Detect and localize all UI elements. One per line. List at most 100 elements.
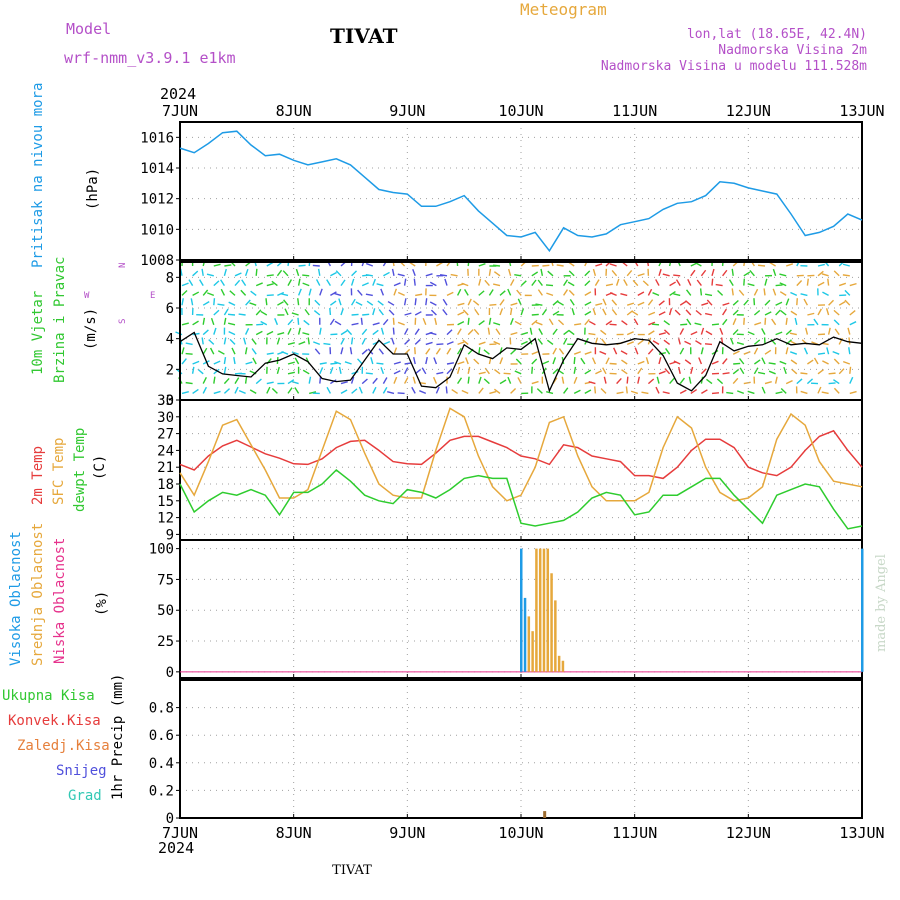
- wind-barb: [483, 378, 490, 385]
- wind-barb: [340, 308, 344, 316]
- cloud-mid-bar: [554, 600, 557, 672]
- wind-barb: [647, 348, 654, 355]
- wind-barb: [295, 268, 300, 277]
- wind-barb: [387, 391, 395, 395]
- wind-barb: [185, 381, 193, 385]
- wind-barb: [552, 310, 560, 316]
- wind-barb: [772, 288, 777, 296]
- wind-barb: [355, 301, 363, 306]
- precip-frame: [179, 679, 863, 819]
- wind-barb: [223, 356, 227, 365]
- wind-barb: [382, 386, 388, 394]
- wind-barb: [749, 269, 755, 277]
- wind-barb: [833, 319, 840, 326]
- wind-barb: [507, 376, 512, 384]
- wind-barb: [361, 328, 368, 336]
- wind-barb: [600, 329, 607, 336]
- wind-barb: [309, 391, 317, 395]
- wind-barb: [637, 360, 645, 365]
- wind-barb: [329, 300, 337, 306]
- wind-barb: [584, 310, 592, 316]
- wind-barb: [274, 318, 279, 326]
- wind-barb: [213, 390, 221, 395]
- wind-barb: [592, 268, 597, 276]
- wind-barb: [547, 270, 554, 277]
- wind-barb: [413, 278, 416, 286]
- wind-barb: [825, 308, 830, 316]
- wind-barb: [266, 352, 274, 355]
- wind-barb: [584, 291, 592, 297]
- wind-barb: [664, 368, 671, 375]
- wind-barb: [705, 330, 713, 336]
- wind-barb: [656, 376, 660, 384]
- wind-barb: [658, 311, 666, 316]
- cloud-high-bar: [520, 548, 523, 672]
- wind-barb: [250, 290, 257, 296]
- pressure-line: [179, 130, 863, 253]
- temperature-ytick-label: 30: [157, 410, 174, 426]
- wind-barb: [568, 329, 575, 336]
- cloud-mid-bar: [561, 660, 565, 672]
- wind-barb: [637, 291, 645, 297]
- wind-barb: [791, 368, 798, 375]
- wind-barb: [425, 357, 428, 365]
- wind-barb: [514, 273, 522, 277]
- wind-barb: [805, 327, 809, 335]
- wind-barb: [828, 382, 836, 385]
- wind-barb: [625, 386, 628, 394]
- wind-barb: [679, 347, 685, 355]
- wind-barb: [478, 320, 485, 326]
- wind-barb: [435, 386, 440, 394]
- wind-barb: [192, 270, 199, 277]
- wind-barb: [404, 312, 412, 316]
- wind-barb: [433, 357, 438, 365]
- wind-barb: [658, 268, 662, 277]
- wind-barb: [561, 376, 565, 384]
- wind-barb: [351, 322, 359, 326]
- wind-barb: [213, 298, 216, 306]
- wind-barb: [429, 281, 437, 287]
- wind-barb: [192, 332, 200, 336]
- wind-barb: [217, 303, 225, 306]
- wind-barb: [252, 357, 257, 365]
- wind-barb: [817, 281, 825, 287]
- wind-barb: [251, 338, 257, 345]
- wind-barb: [715, 283, 723, 287]
- wind-barb: [344, 361, 352, 365]
- wind-barb: [641, 391, 649, 395]
- wind-barb: [573, 351, 581, 355]
- wind-barb: [340, 389, 348, 395]
- wind-barb: [287, 327, 292, 335]
- wind-barb: [415, 293, 423, 297]
- wind-barb: [573, 376, 578, 384]
- compass-w: W: [84, 291, 90, 301]
- wind-barb: [277, 291, 285, 297]
- wind-barb: [478, 341, 486, 346]
- wind-barb: [307, 337, 310, 345]
- wind-barb: [732, 299, 739, 306]
- wind-barb: [753, 309, 761, 316]
- wind-barb: [488, 268, 492, 276]
- wind-barb: [821, 391, 829, 395]
- wind-barb: [213, 309, 220, 316]
- wind-barb: [796, 280, 803, 287]
- wind-barb: [210, 317, 215, 326]
- wind-barb: [282, 270, 289, 277]
- wind-barb: [722, 302, 730, 306]
- wind-barb: [233, 356, 236, 365]
- wind-barb: [621, 359, 628, 365]
- model-elevation-label: Nadmorska Visina u modelu 111.528m: [601, 59, 867, 74]
- wind-barb: [314, 348, 321, 355]
- wind-barb: [652, 340, 660, 345]
- clouds-ytick-label: 75: [157, 572, 174, 588]
- wind-barb: [377, 300, 384, 306]
- wind-barb: [181, 322, 189, 326]
- wind-barb: [255, 268, 258, 276]
- wind-barb: [319, 327, 322, 335]
- wind-barb: [722, 308, 727, 316]
- wind-barb: [584, 389, 592, 395]
- wind-barb: [510, 348, 517, 355]
- wind-barb: [520, 331, 529, 336]
- wind-barb: [834, 328, 840, 336]
- x-tick-label-top: 7JUN: [162, 102, 198, 120]
